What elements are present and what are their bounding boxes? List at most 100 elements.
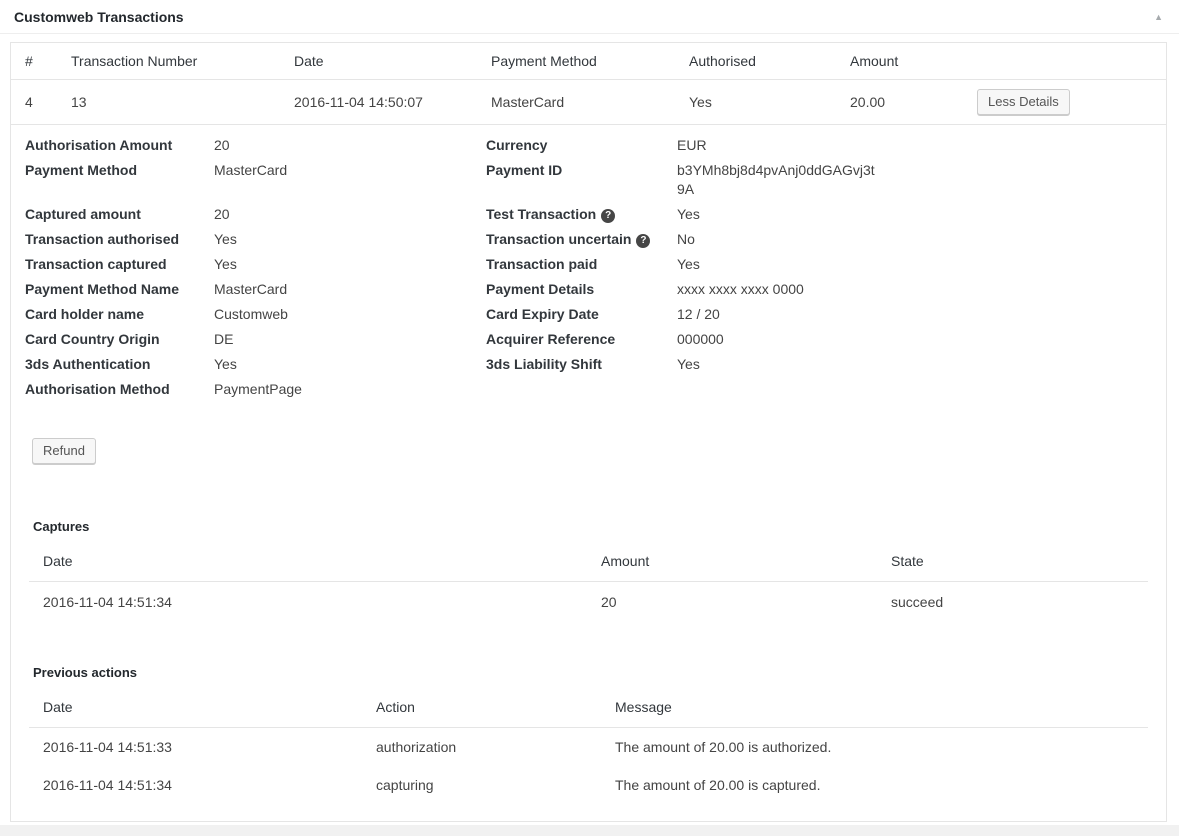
detail-label: Transaction uncertain?	[486, 227, 677, 252]
previous-actions-col-action: Action	[362, 689, 601, 728]
detail-label: Payment Method	[25, 162, 138, 178]
detail-label: Card holder name	[25, 306, 145, 322]
previous-action-row: 2016-11-04 14:51:33 authorization The am…	[29, 728, 1148, 767]
transaction-number: 13	[71, 79, 294, 125]
detail-value: 12 / 20	[677, 306, 720, 322]
detail-row: Payment Method Name MasterCard Payment D…	[11, 277, 1166, 302]
captures-header-row: Date Amount State	[29, 543, 1148, 582]
col-header-amount: Amount	[850, 43, 967, 80]
action-type: authorization	[376, 739, 457, 755]
refund-button-row: Refund	[32, 438, 1166, 464]
captures-col-date: Date	[29, 543, 587, 582]
less-details-button[interactable]: Less Details	[977, 89, 1070, 115]
detail-label: Test Transaction?	[486, 202, 677, 227]
detail-value: 20	[214, 206, 230, 222]
action-date: 2016-11-04 14:51:34	[43, 777, 172, 793]
detail-label: Authorisation Method	[25, 381, 170, 397]
panel-header[interactable]: Customweb Transactions ▲	[0, 0, 1179, 34]
transaction-row: 4 13 2016-11-04 14:50:07 MasterCard Yes …	[11, 79, 1166, 125]
detail-label: Card Country Origin	[25, 331, 160, 347]
detail-value: DE	[214, 331, 234, 347]
capture-row: 2016-11-04 14:51:34 20 succeed	[29, 582, 1148, 621]
col-header-authorised: Authorised	[689, 43, 850, 80]
detail-row: Card Country Origin DE Acquirer Referenc…	[11, 327, 1166, 352]
detail-label	[486, 377, 677, 402]
action-type: capturing	[376, 777, 434, 793]
detail-label: Currency	[486, 137, 548, 153]
detail-value: No	[677, 231, 695, 247]
panel-body: # Transaction Number Date Payment Method…	[10, 42, 1167, 822]
captures-table: Date Amount State 2016-11-04 14:51:34 20…	[29, 543, 1148, 620]
detail-label: 3ds Liability Shift	[486, 356, 602, 372]
detail-value: MasterCard	[214, 162, 288, 178]
detail-value: Yes	[677, 206, 700, 222]
detail-value	[677, 377, 1166, 402]
col-header-actions	[967, 43, 1166, 80]
detail-row: Authorisation Method PaymentPage	[11, 377, 1166, 402]
action-date: 2016-11-04 14:51:33	[43, 739, 172, 755]
detail-row: Transaction captured Yes Transaction pai…	[11, 252, 1166, 277]
previous-actions-heading: Previous actions	[33, 665, 138, 680]
help-icon[interactable]: ?	[636, 234, 651, 248]
transaction-payment-method: MasterCard	[491, 79, 689, 125]
col-header-transaction-number: Transaction Number	[71, 43, 294, 80]
detail-row: Transaction authorised Yes Transaction u…	[11, 227, 1166, 252]
capture-state: succeed	[891, 594, 944, 610]
refund-button[interactable]: Refund	[32, 438, 96, 464]
collapse-triangle-icon[interactable]: ▲	[1154, 11, 1163, 22]
captures-col-amount: Amount	[587, 543, 877, 582]
detail-label: Acquirer Reference	[486, 331, 616, 347]
detail-value: Customweb	[214, 306, 288, 322]
previous-actions-col-date: Date	[29, 689, 362, 728]
detail-label: Captured amount	[25, 206, 141, 222]
previous-actions-table: Date Action Message 2016-11-04 14:51:33 …	[29, 689, 1148, 804]
captures-col-state: State	[877, 543, 1148, 582]
col-header-date: Date	[294, 43, 491, 80]
transaction-authorised: Yes	[689, 79, 850, 125]
transaction-details: Authorisation Amount 20 Currency EUR Pay…	[11, 133, 1166, 402]
transaction-actions-cell: Less Details	[967, 79, 1166, 125]
detail-row: 3ds Authentication Yes 3ds Liability Shi…	[11, 352, 1166, 377]
captures-heading: Captures	[33, 519, 90, 534]
detail-value: 000000	[677, 331, 724, 347]
detail-row: Payment Method MasterCard Payment ID b3Y…	[11, 158, 1166, 202]
detail-row: Card holder name Customweb Card Expiry D…	[11, 302, 1166, 327]
detail-value: xxxx xxxx xxxx 0000	[677, 281, 804, 297]
detail-value-payment-id: b3YMh8bj8d4pvAnj0ddGAGvj3t9A	[677, 162, 875, 197]
detail-label: Payment ID	[486, 162, 563, 178]
previous-action-row: 2016-11-04 14:51:34 capturing The amount…	[29, 766, 1148, 804]
detail-row: Authorisation Amount 20 Currency EUR	[11, 133, 1166, 158]
detail-label: Payment Details	[486, 281, 595, 297]
detail-value: Yes	[214, 256, 237, 272]
col-header-index: #	[11, 43, 71, 80]
detail-label: Payment Method Name	[25, 281, 180, 297]
help-icon[interactable]: ?	[601, 209, 616, 223]
transaction-date: 2016-11-04 14:50:07	[294, 79, 491, 125]
detail-value: PaymentPage	[214, 381, 302, 397]
detail-value: 20	[214, 137, 230, 153]
detail-value: Yes	[214, 356, 237, 372]
detail-label: Authorisation Amount	[25, 137, 173, 153]
action-message: The amount of 20.00 is captured.	[615, 777, 821, 793]
detail-value: EUR	[677, 137, 707, 153]
action-message: The amount of 20.00 is authorized.	[615, 739, 832, 755]
capture-amount: 20	[601, 594, 617, 610]
capture-date: 2016-11-04 14:51:34	[43, 594, 172, 610]
detail-value: Yes	[214, 231, 237, 247]
panel-title: Customweb Transactions	[14, 9, 184, 25]
col-header-payment-method: Payment Method	[491, 43, 689, 80]
detail-row: Captured amount 20 Test Transaction? Yes	[11, 202, 1166, 227]
previous-actions-col-message: Message	[601, 689, 1148, 728]
detail-label: Transaction authorised	[25, 231, 180, 247]
detail-value: Yes	[677, 256, 700, 272]
detail-label: Card Expiry Date	[486, 306, 599, 322]
transaction-index: 4	[11, 79, 71, 125]
transactions-table: # Transaction Number Date Payment Method…	[11, 43, 1166, 125]
detail-label: Transaction captured	[25, 256, 167, 272]
transactions-header-row: # Transaction Number Date Payment Method…	[11, 43, 1166, 80]
detail-label: Transaction paid	[486, 256, 598, 272]
previous-actions-header-row: Date Action Message	[29, 689, 1148, 728]
detail-label: 3ds Authentication	[25, 356, 151, 372]
transaction-amount: 20.00	[850, 79, 967, 125]
